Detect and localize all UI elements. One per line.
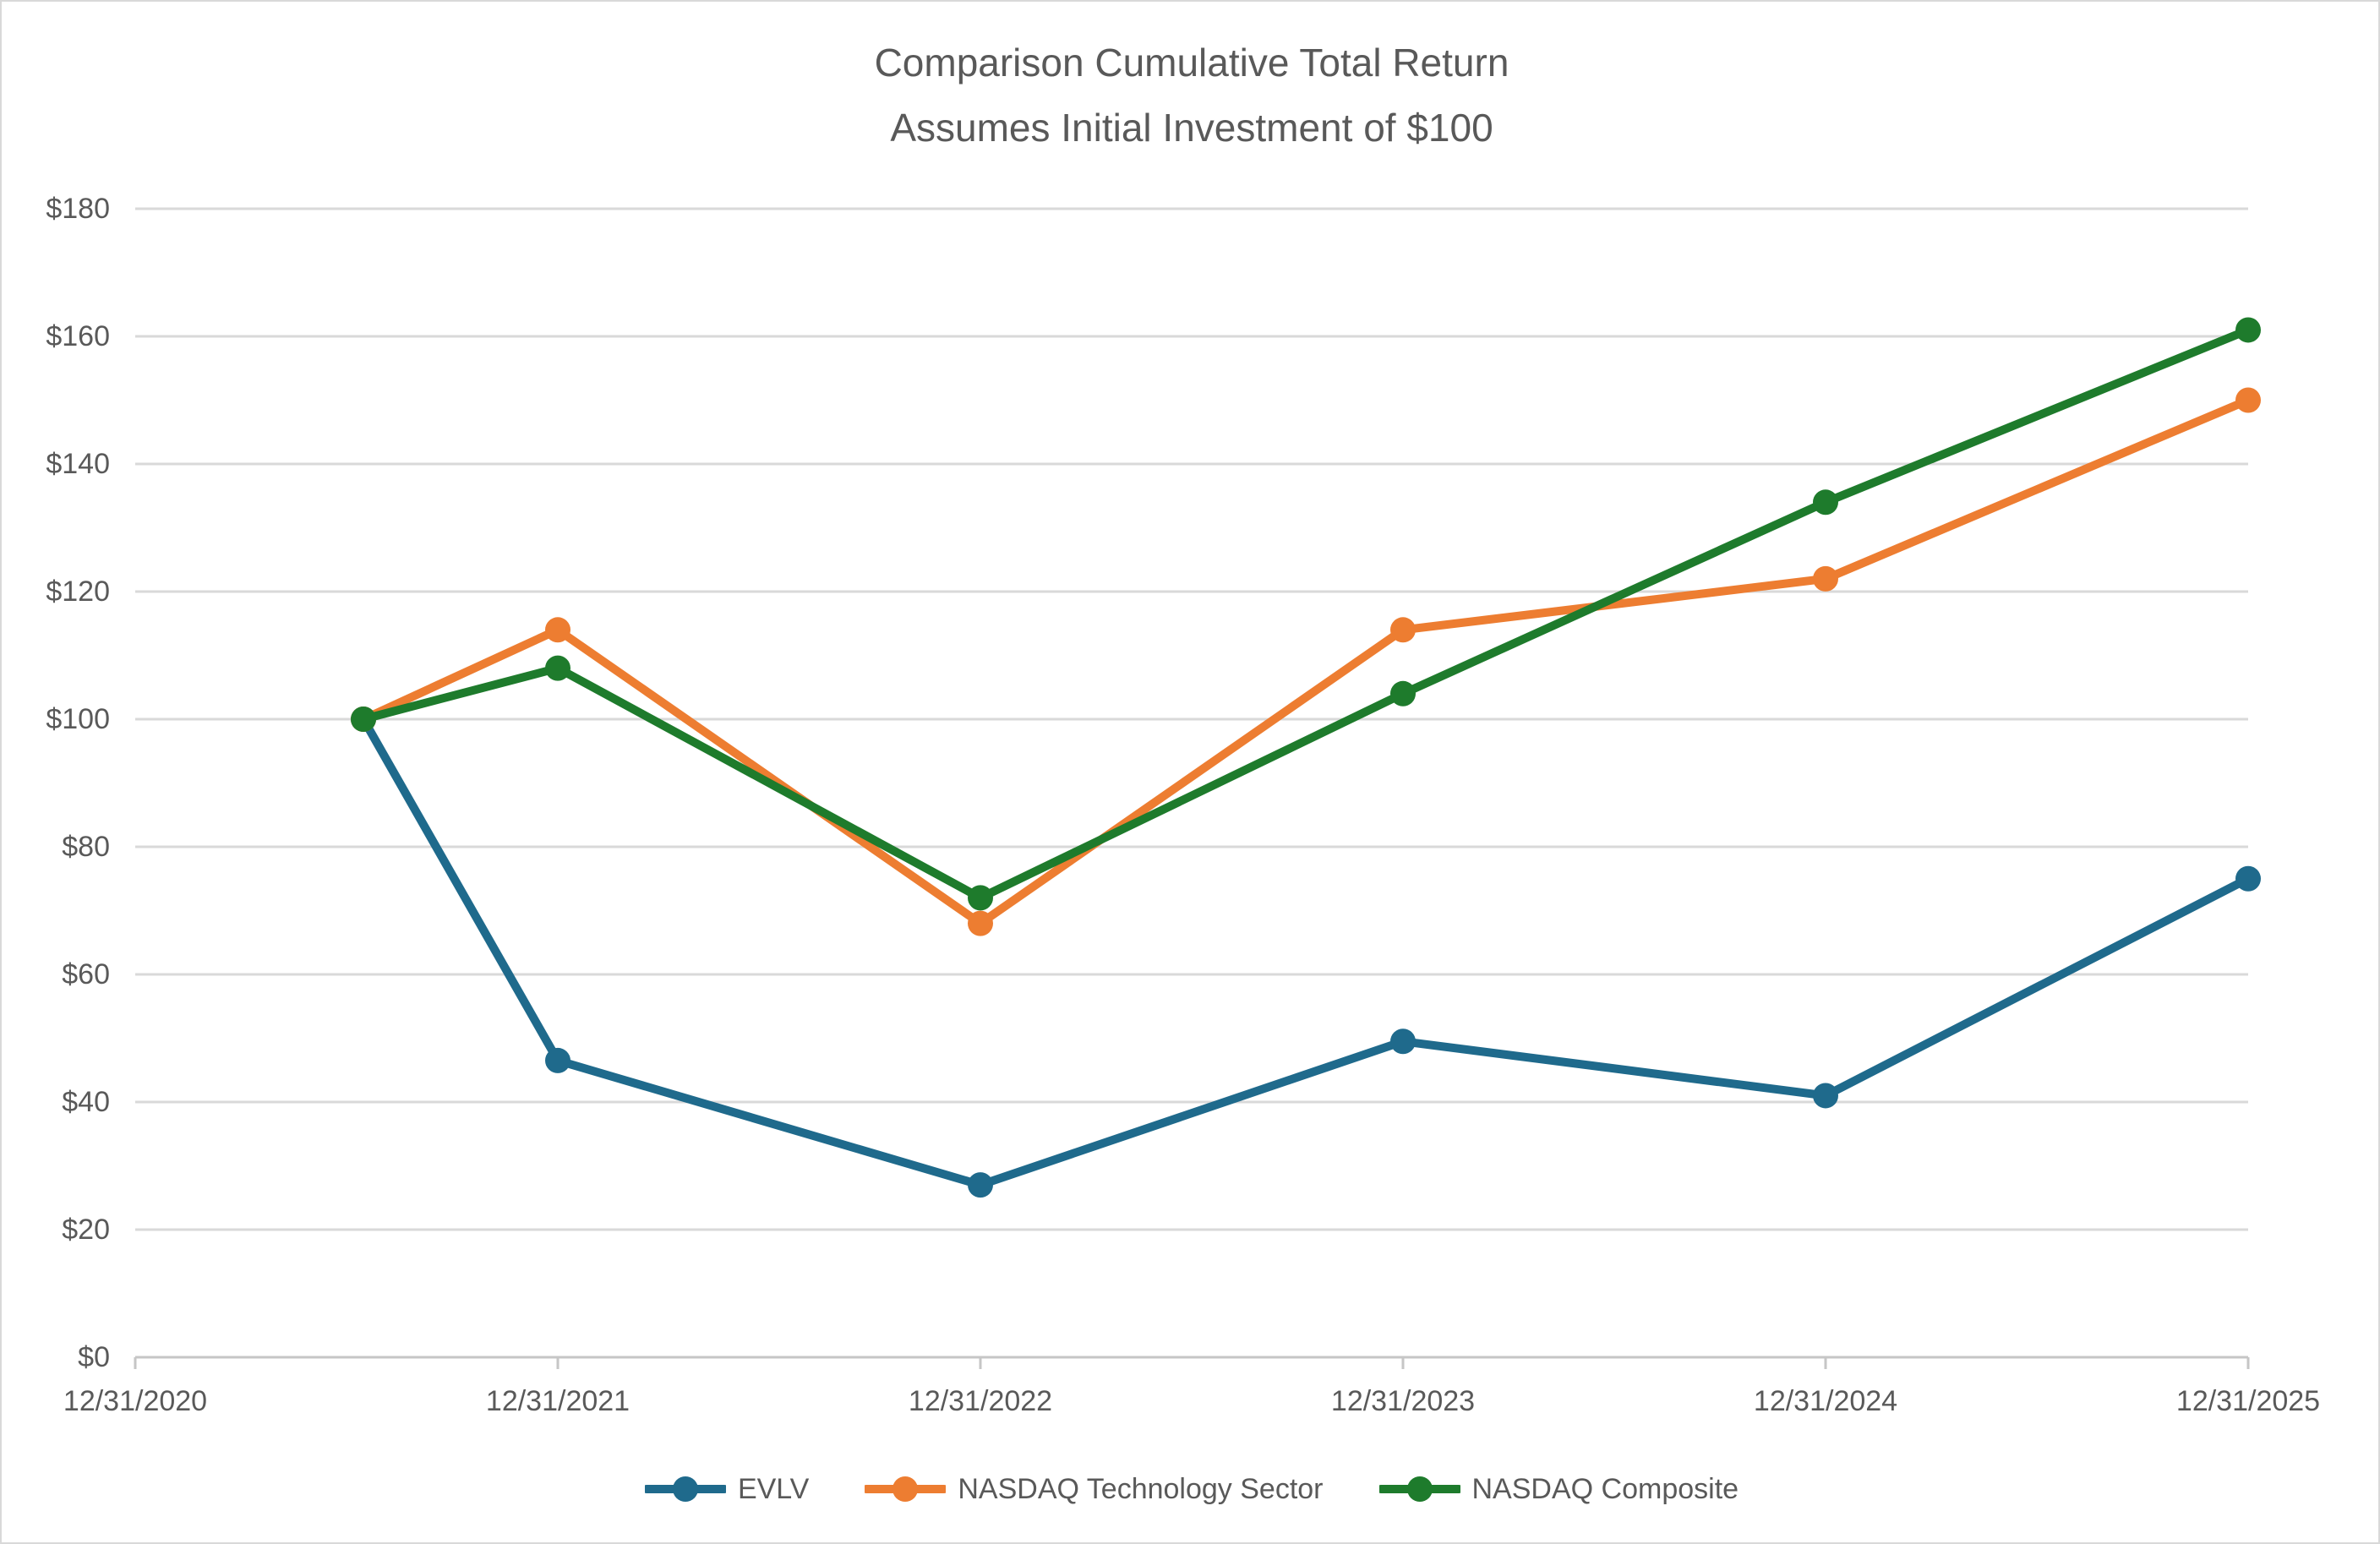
data-point-evlv: [968, 1172, 993, 1198]
legend-label-nasdaq-technology-sector: NASDAQ Technology Sector: [958, 1473, 1324, 1505]
legend-label-nasdaq-composite: NASDAQ Composite: [1471, 1473, 1739, 1505]
y-tick-label: $60: [62, 958, 110, 990]
series-line-nasdaq-composite: [359, 325, 2252, 903]
x-tick-label: 12/31/2024: [1753, 1385, 1898, 1417]
y-tick-label: $20: [62, 1214, 110, 1246]
y-tick-label: $0: [78, 1341, 110, 1373]
data-point-nasdaq-technology-sector: [968, 910, 993, 936]
data-point-nasdaq-composite: [2235, 317, 2261, 343]
data-point-nasdaq-technology-sector: [1390, 617, 1416, 643]
x-tick-label: 12/31/2020: [63, 1385, 208, 1417]
data-point-nasdaq-composite: [1813, 489, 1838, 516]
legend-item-evlv: EVLV: [644, 1472, 810, 1506]
data-point-nasdaq-composite: [351, 707, 376, 732]
chart-title: Comparison Cumulative Total Return Assum…: [2, 30, 2378, 161]
series-line-nasdaq-technology-sector: [359, 396, 2252, 928]
chart-legend: EVLV NASDAQ Technology Sector NASDAQ Compo…: [135, 1472, 2248, 1506]
x-tick-label: 12/31/2021: [485, 1385, 630, 1417]
chart-title-line-2: Assumes Initial Investment of $100: [890, 106, 1493, 150]
data-point-nasdaq-composite: [545, 655, 570, 681]
x-tick-label: 12/31/2023: [1330, 1385, 1476, 1417]
data-point-evlv: [1813, 1083, 1838, 1109]
y-tick-label: $180: [46, 193, 110, 225]
data-point-evlv: [2235, 865, 2261, 892]
legend-item-nasdaq-technology-sector: NASDAQ Technology Sector: [865, 1472, 1324, 1506]
series-line-evlv: [359, 715, 2252, 1190]
data-point-nasdaq-composite: [968, 885, 993, 911]
y-tick-label: $80: [62, 831, 110, 863]
y-tick-label: $100: [46, 703, 110, 735]
chart-title-line-1: Comparison Cumulative Total Return: [874, 41, 1509, 85]
x-tick-label: 12/31/2025: [2175, 1385, 2321, 1417]
data-point-nasdaq-technology-sector: [2235, 387, 2261, 413]
legend-label-evlv: EVLV: [737, 1473, 810, 1505]
legend-marker-nasdaq-composite: [1378, 1476, 1460, 1502]
y-tick-label: $140: [46, 448, 110, 480]
x-tick-label: 12/31/2022: [908, 1385, 1053, 1417]
legend-marker-nasdaq-technology-sector: [865, 1476, 947, 1502]
data-point-nasdaq-composite: [1390, 680, 1416, 707]
y-tick-label: $120: [46, 576, 110, 608]
legend-marker-evlv: [644, 1476, 726, 1502]
y-tick-label: $40: [62, 1086, 110, 1118]
legend-item-nasdaq-composite: NASDAQ Composite: [1378, 1472, 1739, 1506]
y-tick-label: $160: [46, 320, 110, 352]
data-point-nasdaq-technology-sector: [545, 617, 570, 643]
data-point-evlv: [1390, 1028, 1416, 1055]
data-point-nasdaq-technology-sector: [1813, 565, 1838, 592]
data-point-evlv: [545, 1047, 570, 1073]
